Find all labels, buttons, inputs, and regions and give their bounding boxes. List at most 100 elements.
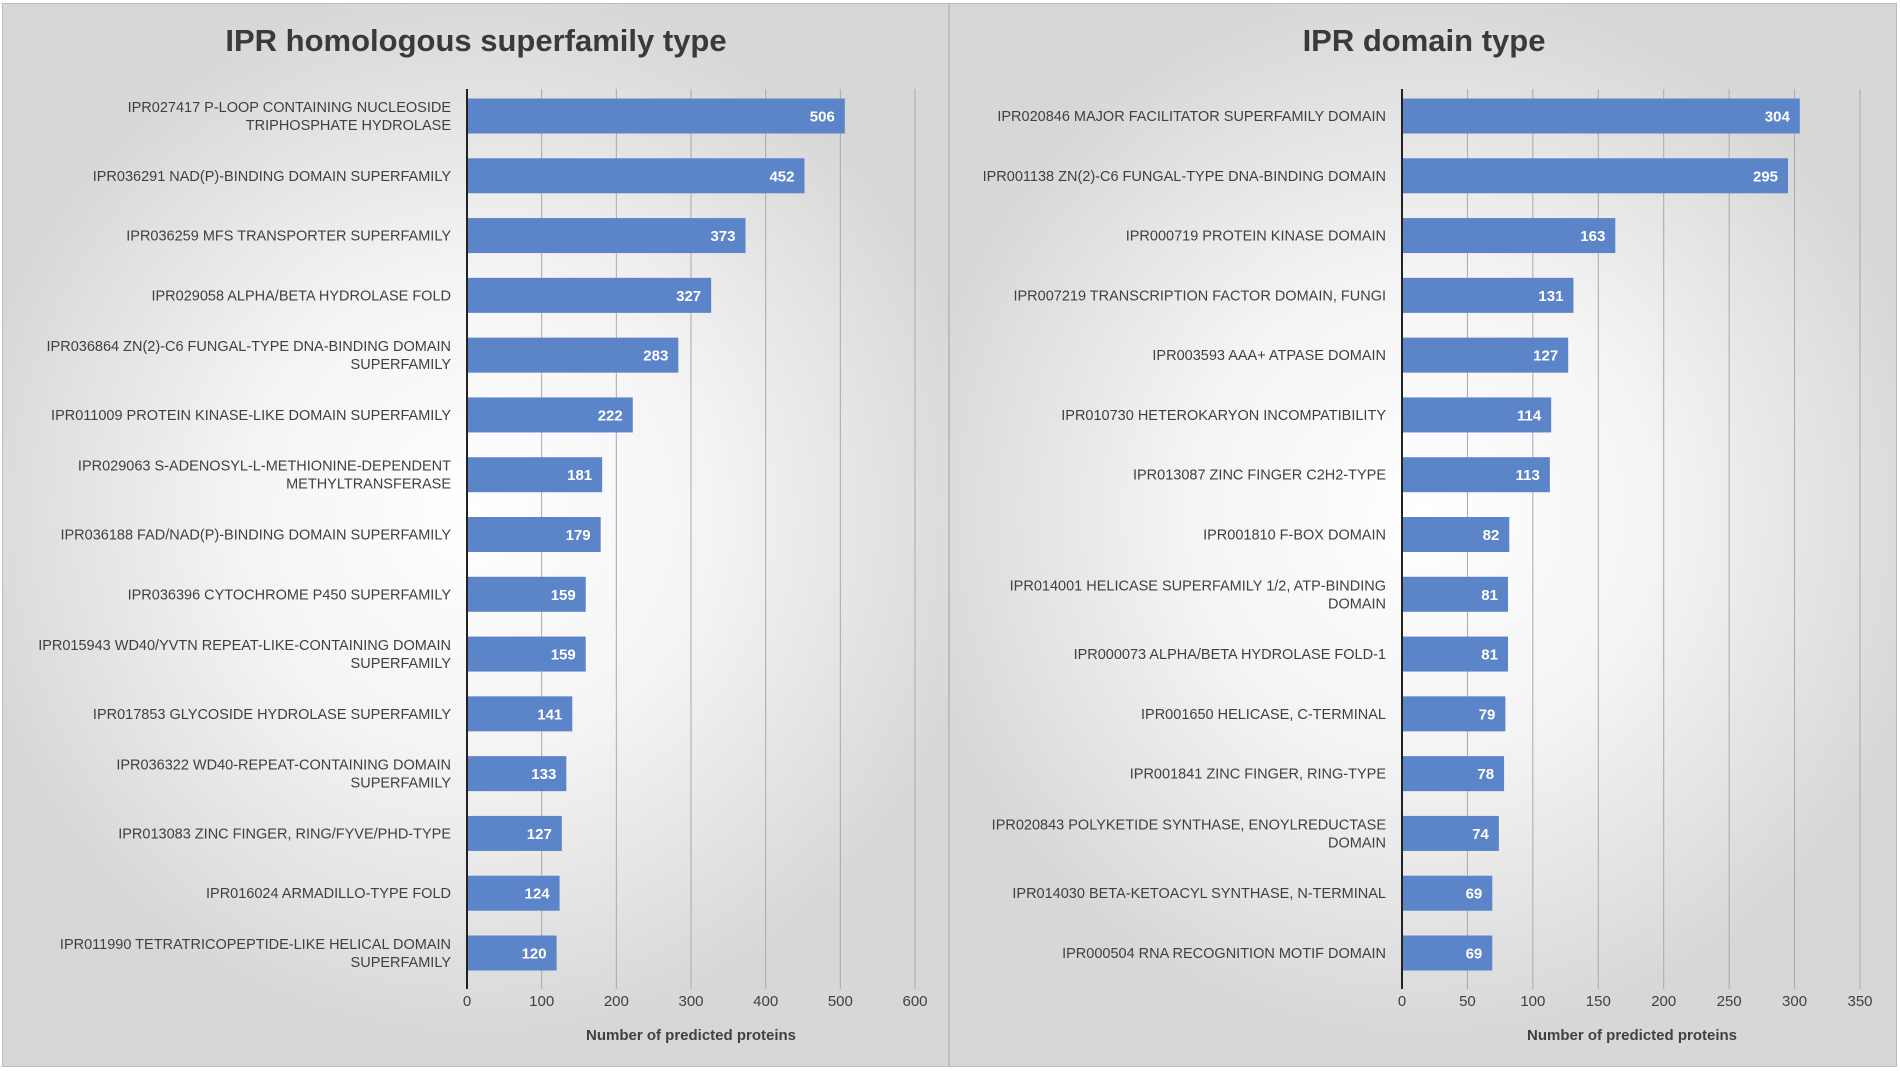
bar [467,517,601,552]
category-label: IPR000073 ALPHA/BETA HYDROLASE FOLD-1 [1074,647,1386,663]
category-label: SUPERFAMILY [351,955,452,971]
category-label: IPR029063 S-ADENOSYL-L-METHIONINE-DEPEND… [78,459,451,475]
data-label: 163 [1580,228,1605,245]
category-label: DOMAIN [1328,835,1386,851]
category-label: IPR020846 MAJOR FACILITATOR SUPERFAMILY … [997,109,1386,125]
chart-title: IPR domain type [1303,23,1546,58]
x-tick-label: 100 [529,993,554,1010]
data-label: 124 [525,886,551,903]
bar [467,218,746,254]
bar [1402,277,1574,313]
data-label: 295 [1753,168,1778,185]
bar [1402,158,1789,194]
category-label: IPR007219 TRANSCRIPTION FACTOR DOMAIN, F… [1013,288,1386,304]
category-label: IPR015943 WD40/YVTN REPEAT-LIKE-CONTAINI… [38,638,451,654]
category-label: IPR000504 RNA RECOGNITION MOTIF DOMAIN [1062,946,1386,962]
data-label: 81 [1481,587,1498,604]
category-label: IPR001138 ZN(2)-C6 FUNGAL-TYPE DNA-BINDI… [983,169,1386,185]
bar [467,576,586,612]
x-tick-label: 400 [753,993,778,1010]
bar [467,457,603,493]
data-label: 133 [531,766,556,783]
x-tick-label: 200 [1651,993,1676,1010]
category-label: IPR017853 GLYCOSIDE HYDROLASE SUPERFAMIL… [93,707,451,723]
data-label: 82 [1483,527,1500,544]
data-label: 127 [527,826,552,843]
category-label: IPR013087 ZINC FINGER C2H2-TYPE [1133,468,1386,484]
data-label: 120 [522,946,547,963]
data-label: 127 [1533,348,1558,365]
data-label: 181 [567,467,592,484]
data-label: 81 [1481,647,1498,664]
data-label: 452 [769,168,794,185]
category-label: TRIPHOSPHATE HYDROLASE [246,118,452,134]
chart-title: IPR homologous superfamily type [225,23,726,58]
category-label: IPR001810 F-BOX DOMAIN [1203,528,1386,544]
x-tick-label: 300 [678,993,703,1010]
bar [1402,576,1508,612]
category-label: IPR001650 HELICASE, C-TERMINAL [1141,707,1386,723]
bar [467,815,562,851]
bar [1402,457,1550,493]
category-label: IPR016024 ARMADILLO-TYPE FOLD [206,886,451,902]
bar [1402,397,1552,433]
x-tick-label: 600 [902,993,927,1010]
data-label: 179 [566,527,591,544]
category-label: IPR000719 PROTEIN KINASE DOMAIN [1126,229,1386,245]
bar [1402,337,1569,373]
x-tick-label: 50 [1459,993,1476,1010]
data-label: 113 [1516,467,1540,484]
bar [1402,756,1505,792]
x-tick-label: 100 [1520,993,1545,1010]
category-label: METHYLTRANSFERASE [286,477,451,493]
bar [467,98,845,134]
bar [467,158,805,194]
category-label: IPR036322 WD40-REPEAT-CONTAINING DOMAIN [116,758,451,774]
x-tick-label: 350 [1847,993,1872,1010]
x-tick-label: 250 [1717,993,1742,1010]
domain-chart-panel: IPR domain type Number of predicted prot… [949,3,1897,1067]
data-label: 141 [537,706,562,723]
category-label: IPR029058 ALPHA/BETA HYDROLASE FOLD [151,288,451,304]
bar [467,696,573,732]
category-label: IPR011990 TETRATRICOPEPTIDE-LIKE HELICAL… [60,937,451,953]
category-label: SUPERFAMILY [351,656,452,672]
category-label: IPR014030 BETA-KETOACYL SYNTHASE, N-TERM… [1012,886,1386,902]
x-tick-label: 0 [463,993,471,1010]
data-label: 222 [598,407,623,424]
category-label: IPR027417 P-LOOP CONTAINING NUCLEOSIDE [128,100,452,116]
bar [467,337,679,373]
data-label: 74 [1472,826,1489,843]
category-label: DOMAIN [1328,596,1386,612]
superfamily-chart-panel: IPR homologous superfamily type Number o… [2,3,949,1067]
bar [1402,815,1499,851]
bar [1402,875,1493,911]
x-tick-label: 500 [828,993,853,1010]
data-label: 114 [1517,407,1542,424]
category-label: IPR013083 ZINC FINGER, RING/FYVE/PHD-TYP… [118,826,451,842]
bar [467,875,560,911]
bar [467,397,633,433]
category-label: SUPERFAMILY [351,357,452,373]
category-label: IPR014001 HELICASE SUPERFAMILY 1/2, ATP-… [1010,578,1386,594]
data-label: 283 [643,348,668,365]
data-label: 159 [551,647,576,664]
data-label: 159 [551,587,576,604]
data-label: 373 [710,228,735,245]
bar [1402,935,1493,971]
x-tick-label: 200 [604,993,629,1010]
category-label: IPR011009 PROTEIN KINASE-LIKE DOMAIN SUP… [51,408,451,424]
domain-bar-chart: IPR domain type Number of predicted prot… [983,23,1873,1044]
bar [1402,98,1800,134]
x-axis-label: Number of predicted proteins [1527,1027,1737,1044]
category-label: SUPERFAMILY [351,776,452,792]
bar [467,277,712,313]
category-label: IPR010730 HETEROKARYON INCOMPATIBILITY [1061,408,1386,424]
bar [467,756,567,792]
category-label: IPR036259 MFS TRANSPORTER SUPERFAMILY [126,229,451,245]
bar [467,935,557,971]
bar [467,636,586,672]
data-label: 327 [676,288,701,305]
x-axis-label: Number of predicted proteins [586,1027,796,1044]
bar [1402,696,1506,732]
